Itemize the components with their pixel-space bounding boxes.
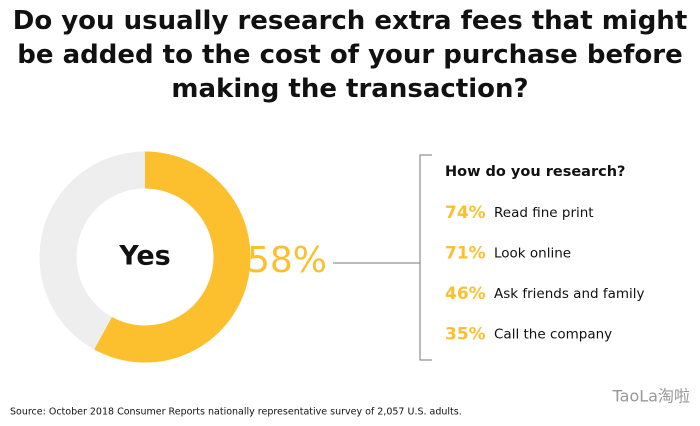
list-label: Look online [494, 246, 571, 262]
list-value: 46% [445, 284, 486, 304]
list-value: 71% [445, 244, 486, 264]
watermark: TaoLa淘啦 [612, 387, 690, 406]
source: Source: October 2018 Consumer Reports na… [10, 407, 462, 418]
value-label: 58% [247, 240, 327, 281]
bracket [419, 154, 432, 361]
list-title: How do you research? [445, 164, 625, 180]
list-value: 35% [445, 325, 486, 345]
list-label: Ask friends and family [494, 286, 645, 302]
center-label: Yes [118, 241, 170, 272]
list-label: Read fine print [494, 205, 594, 221]
donut-segment [94, 151, 251, 363]
list-label: Call the company [494, 327, 612, 343]
list-value: 74% [445, 203, 486, 223]
chart-title: Do you usually research extra fees that … [12, 6, 688, 104]
